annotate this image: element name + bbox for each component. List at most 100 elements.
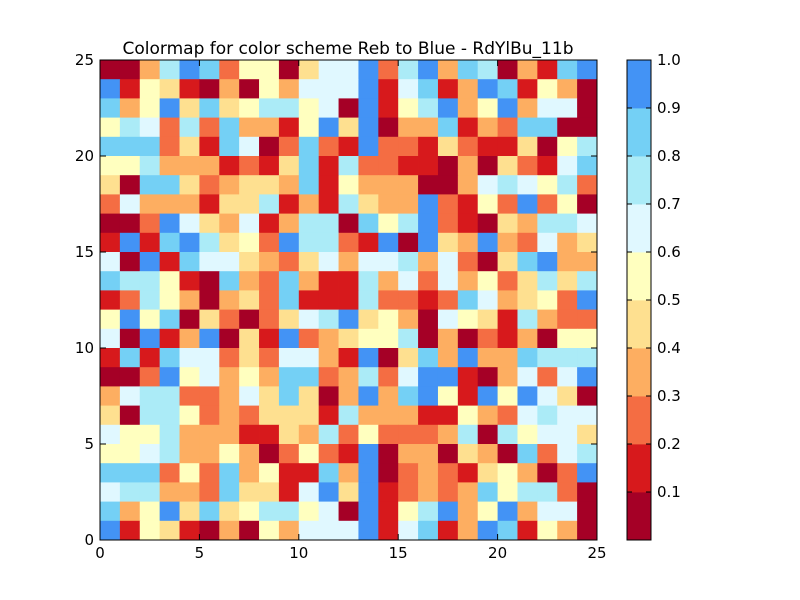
heatmap-cell xyxy=(418,520,439,541)
heatmap-cell xyxy=(159,271,180,291)
heatmap-cell xyxy=(219,367,240,387)
heatmap-cell xyxy=(100,60,121,80)
heatmap-cell xyxy=(338,520,359,541)
heatmap-cell xyxy=(119,252,141,272)
heatmap-cell xyxy=(318,213,339,234)
heatmap-cell xyxy=(537,117,558,138)
heatmap-cell xyxy=(358,463,379,483)
heatmap-cell xyxy=(239,232,260,253)
heatmap-cell xyxy=(398,520,419,541)
heatmap-cell xyxy=(259,520,280,541)
heatmap-cell xyxy=(378,79,399,99)
heatmap-cell xyxy=(278,520,300,541)
heatmap-cell xyxy=(497,213,518,234)
heatmap-cell xyxy=(219,328,240,349)
heatmap-cell xyxy=(239,386,260,406)
heatmap-cell xyxy=(497,463,518,483)
heatmap-cell xyxy=(358,98,379,118)
heatmap-cell xyxy=(457,213,479,234)
heatmap-cell xyxy=(298,271,320,291)
heatmap-cell xyxy=(159,309,180,330)
heatmap-cell xyxy=(278,60,300,80)
heatmap-cell xyxy=(298,232,320,253)
heatmap-cell xyxy=(119,156,141,176)
y-tick-label: 25 xyxy=(75,51,94,69)
heatmap-cell xyxy=(398,463,419,483)
heatmap-cell xyxy=(318,367,339,387)
heatmap-cell xyxy=(537,328,558,349)
heatmap-cell xyxy=(219,60,240,80)
heatmap-cell xyxy=(378,98,399,118)
heatmap-cell xyxy=(418,328,439,349)
heatmap-cell xyxy=(457,271,479,291)
heatmap-cell xyxy=(378,194,399,214)
heatmap-cell xyxy=(159,194,180,214)
heatmap-cell xyxy=(418,136,439,157)
heatmap-cell xyxy=(358,60,379,80)
heatmap-cell xyxy=(219,213,240,234)
heatmap-cell xyxy=(378,405,399,426)
heatmap-cell xyxy=(477,60,498,80)
heatmap-cell xyxy=(278,232,300,253)
heatmap-cell xyxy=(457,520,479,541)
heatmap-cell xyxy=(100,271,121,291)
heatmap-cell xyxy=(100,463,121,483)
heatmap-cell xyxy=(517,252,538,272)
heatmap-cell xyxy=(378,386,399,406)
heatmap-cell xyxy=(418,348,439,368)
heatmap-cell xyxy=(338,232,359,253)
heatmap-cell xyxy=(100,290,121,310)
heatmap-cell xyxy=(239,79,260,99)
heatmap-cell xyxy=(159,117,180,138)
heatmap-cell xyxy=(418,98,439,118)
heatmap-cell xyxy=(318,98,339,118)
heatmap-cell xyxy=(457,328,479,349)
heatmap-cell xyxy=(358,232,379,253)
colorbar-segment xyxy=(627,252,651,301)
heatmap-cell xyxy=(219,463,240,483)
heatmap-cell xyxy=(179,194,200,214)
heatmap-cell xyxy=(457,348,479,368)
heatmap-cell xyxy=(259,98,280,118)
heatmap-cell xyxy=(358,482,379,502)
heatmap-cell xyxy=(437,290,459,310)
heatmap-cell xyxy=(199,348,220,368)
heatmap-cell xyxy=(318,117,339,138)
heatmap-cell xyxy=(497,290,518,310)
colorbar-segment xyxy=(627,492,651,541)
heatmap-cell xyxy=(179,405,200,426)
heatmap-cell xyxy=(557,328,578,349)
heatmap-cell xyxy=(557,309,578,330)
heatmap-cell xyxy=(477,482,498,502)
heatmap-cell xyxy=(219,520,240,541)
heatmap-cell xyxy=(119,117,141,138)
heatmap-cell xyxy=(497,252,518,272)
heatmap-cell xyxy=(557,271,578,291)
heatmap-cell xyxy=(259,386,280,406)
heatmap-cell xyxy=(378,424,399,445)
heatmap-cell xyxy=(139,328,161,349)
heatmap-cell xyxy=(199,271,220,291)
heatmap-cell xyxy=(199,156,220,176)
heatmap-cell xyxy=(477,386,498,406)
y-tick-label: 20 xyxy=(75,147,94,165)
heatmap-cell xyxy=(239,501,260,522)
heatmap-cell xyxy=(577,213,598,234)
heatmap-cell xyxy=(457,309,479,330)
heatmap-cell xyxy=(298,520,320,541)
heatmap-cell xyxy=(100,252,121,272)
heatmap-cell xyxy=(100,136,121,157)
heatmap-cell xyxy=(239,175,260,195)
heatmap-cell xyxy=(139,60,161,80)
heatmap-cell xyxy=(577,424,598,445)
heatmap-cell xyxy=(457,79,479,99)
heatmap-cell xyxy=(378,156,399,176)
heatmap-cell xyxy=(497,348,518,368)
heatmap-cell xyxy=(517,98,538,118)
heatmap-cell xyxy=(517,444,538,464)
heatmap-cell xyxy=(398,386,419,406)
colorbar-segment xyxy=(627,444,651,493)
heatmap-cell xyxy=(517,520,538,541)
heatmap-cell xyxy=(398,213,419,234)
heatmap-cell xyxy=(338,424,359,445)
